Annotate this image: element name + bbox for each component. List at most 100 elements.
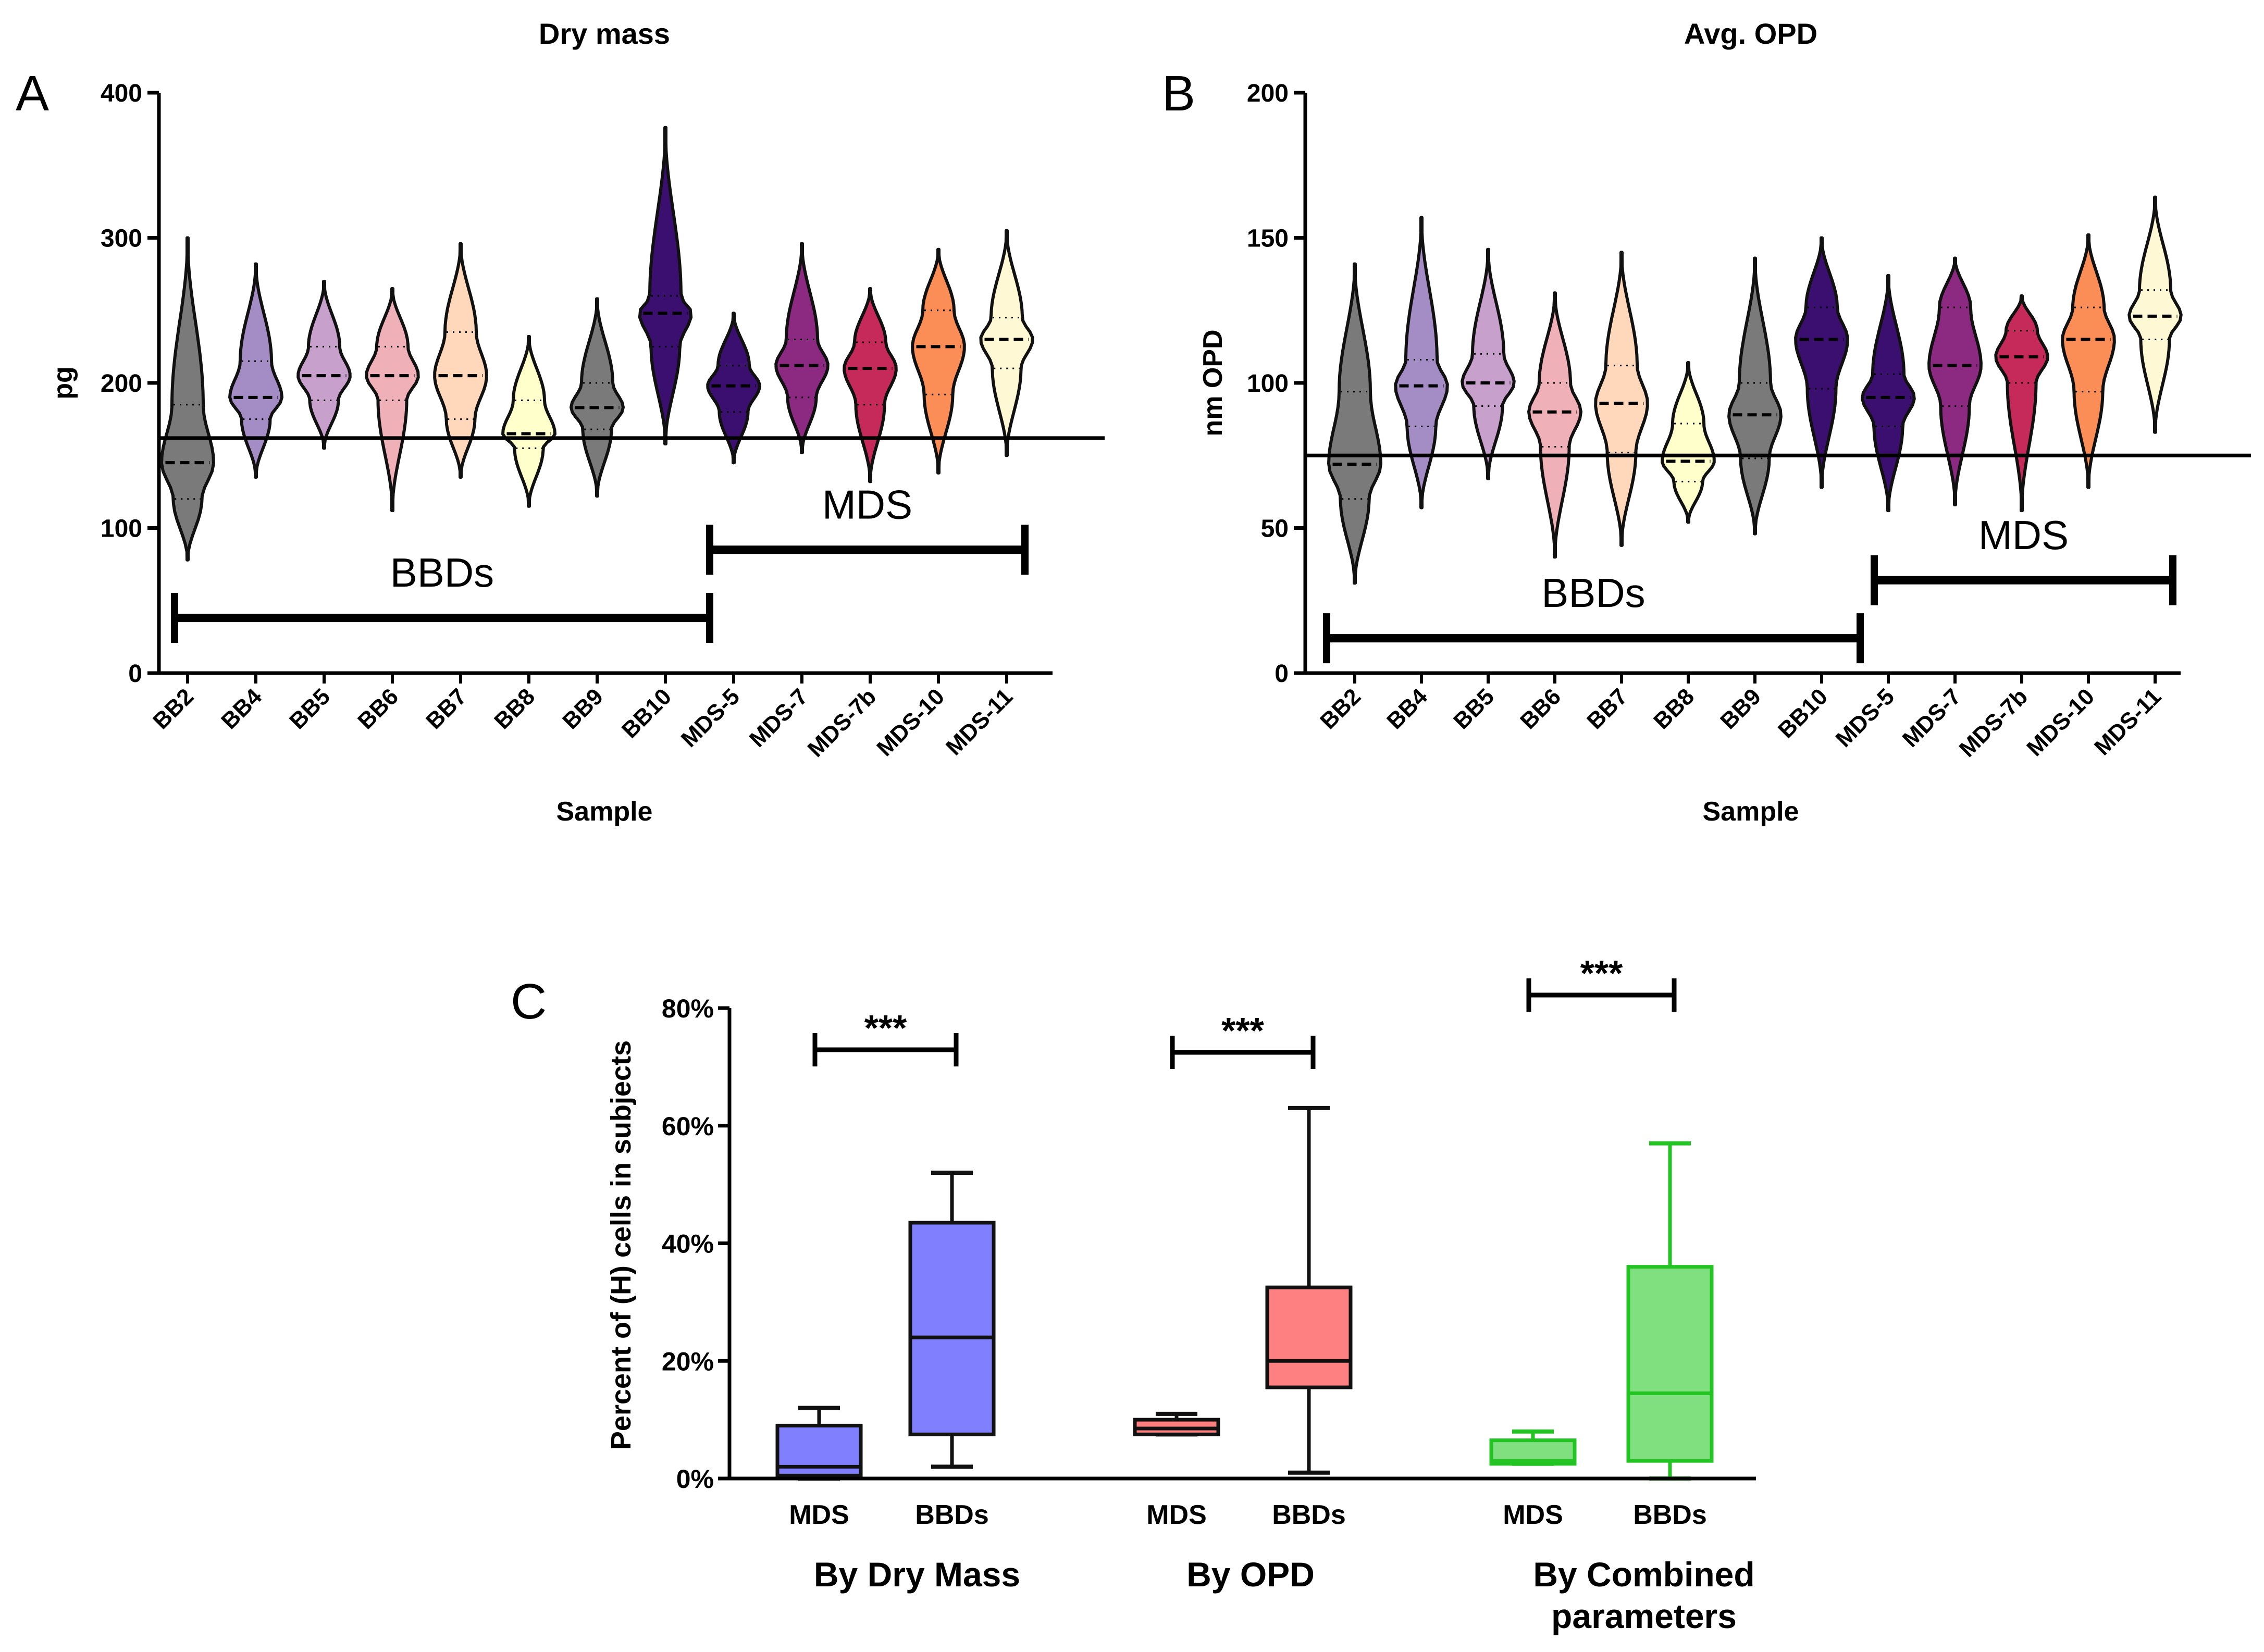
panel-letter-b: B [1162,66,1195,121]
x-tick-label-mds-7: MDS-7 [745,684,813,752]
violin-mds-7b [843,287,898,483]
violin-mds-11 [979,229,1034,457]
violin-bb10 [1794,236,1849,489]
x-tick-label-bb9: BB9 [558,684,608,734]
panel-b-title: Avg. OPD [1684,17,1817,50]
panel-a-x-ticks: BB2 BB4 BB5 BB6 BB7 BB8 BB9 BB10 MDS-5 MDS-7MDS-7… [148,671,1053,762]
x-tick-label-bb4: BB4 [1382,684,1432,734]
panel-a-y-ticks: 0 100 200 300 400 [101,80,161,688]
violin-mds-5 [1861,274,1916,513]
x-tick-label-bb4: BB4 [216,684,267,734]
box-iqr [1626,1265,1714,1463]
x-label-by-combined-parameters-mds: MDS [1503,1500,1563,1530]
group-label-by-dry-mass: By Dry Mass [814,1555,1020,1594]
violin-bb10 [638,126,693,445]
x-tick-label-bb10: BB10 [1773,684,1833,743]
x-tick-label-mds-5: MDS-5 [1831,684,1899,752]
panel-b-y-label: nm OPD [1198,329,1228,436]
significance-label: *** [1580,953,1623,993]
violin-bb2 [160,236,215,562]
x-tick-label-bb2: BB2 [1315,684,1366,734]
x-label-by-opd-bbds: BBDs [1272,1500,1346,1530]
box-iqr [908,1221,996,1436]
violin-bb7 [1594,251,1649,547]
panel-b-y-ticks: 0 50 100 150 200 [1247,80,1307,688]
x-tick-label-bb6: BB6 [353,684,403,734]
x-tick-label-mds-7b: MDS-7b [803,684,881,762]
x-tick-label-bb8: BB8 [1649,684,1699,734]
violin-bb6 [1527,291,1582,559]
x-label-by-combined-parameters-bbds: BBDs [1633,1500,1707,1530]
box-by-opd-bbds [1265,1106,1353,1475]
x-tick-label-mds-5: MDS-5 [676,684,745,752]
violin-mds-10 [2061,233,2116,489]
panel-c-y-ticks: 0% 20% 40% 60% 80% [662,994,732,1494]
y-tick-label: 60% [662,1112,714,1141]
violin-mds-7 [774,242,830,454]
x-tick-label-bb7: BB7 [1582,684,1632,734]
violin-mds-10 [911,247,966,475]
y-tick-label: 20% [662,1347,714,1376]
x-label-by-opd-mds: MDS [1146,1500,1207,1530]
x-tick-label-mds-11: MDS-11 [941,684,1018,760]
x-tick-label-bb6: BB6 [1515,684,1566,734]
y-tick-label: 40% [662,1229,714,1259]
panel-b-avg-opd: Avg. OPD nm OPD Sample 0 50 100 150 200 BB2 B… [1198,17,2251,827]
panel-c-y-label: Percent of (H) cells in subjects [605,1040,637,1450]
box-iqr [1265,1285,1353,1389]
panel-b-x-ticks: BB2 BB4 BB5 BB6 BB7 BB8 BB9 BB10MDS-5MDS-7MDS-7… [1305,671,2181,762]
mds-bracket-label: MDS [822,481,912,527]
panel-c-boxes [775,1106,1714,1481]
panel-a-brackets: BBDs MDS [171,481,1029,643]
mds-bracket-label: MDS [1978,512,2069,558]
violin-mds-7 [1927,256,1983,506]
violin-mds-7b [1994,294,2049,513]
bbds-bracket-label: BBDs [1541,570,1645,616]
panel-b-violins [1305,195,2251,585]
x-tick-label-bb7: BB7 [421,684,472,734]
violin-bb4 [228,262,283,479]
violin-bb8 [1661,361,1716,524]
panel-letter-a: A [16,66,49,121]
x-tick-label-mds-11: MDS-11 [2089,684,2166,760]
panel-a-violins [159,126,1105,562]
violin-bb8 [501,334,556,508]
bbds-bracket-label: BBDs [390,550,494,595]
y-tick-label: 0% [676,1464,714,1494]
violin-bb9 [570,297,625,498]
y-tick-label: 400 [101,80,142,107]
x-tick-label-bb2: BB2 [148,684,199,734]
x-tick-label-bb10: BB10 [617,684,676,743]
violin-mds-5 [706,312,761,465]
significance-label: *** [1221,1010,1264,1051]
x-label-by-dry-mass-mds: MDS [789,1500,849,1530]
violin-bb5 [1461,247,1516,480]
significance-label: *** [864,1008,907,1048]
violin-bb9 [1727,256,1783,536]
violin-bb2 [1327,262,1382,585]
panel-a-x-label: Sample [556,797,653,827]
panel-c-x-ticks: MDS BBDs MDS BBDs MDS BBDs [729,1476,1756,1530]
y-tick-label: 80% [662,994,714,1023]
x-tick-label-mds-10: MDS-10 [872,684,949,761]
x-tick-label-mds-10: MDS-10 [2022,684,2099,761]
y-tick-label: 100 [101,515,142,543]
y-tick-label: 50 [1261,515,1289,543]
box-by-opd-mds [1133,1411,1220,1437]
y-tick-label: 200 [1247,80,1289,107]
panel-a-y-label: pg [48,366,78,400]
y-tick-label: 300 [101,225,142,253]
group-label-by-combined-parameters-line-1: parameters [1551,1597,1737,1635]
x-tick-label-mds-7b: MDS-7b [1954,684,2033,762]
box-by-dry-mass-mds [775,1406,863,1481]
group-label-by-combined-parameters-line-0: By Combined [1533,1555,1754,1594]
x-tick-label-bb8: BB8 [489,684,540,734]
panel-letter-c: C [511,974,547,1029]
y-tick-label: 150 [1247,225,1289,253]
y-tick-label: 100 [1247,370,1289,398]
x-label-by-dry-mass-bbds: BBDs [915,1500,989,1530]
violin-bb4 [1394,216,1449,510]
y-tick-label: 0 [1275,660,1289,688]
